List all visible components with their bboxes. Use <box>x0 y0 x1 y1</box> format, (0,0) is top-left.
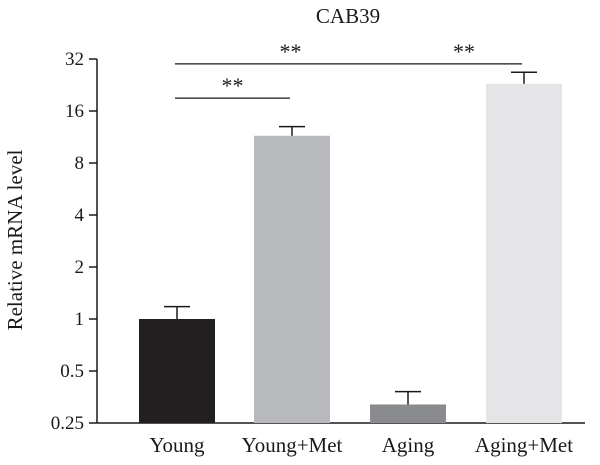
significance-label: ** <box>280 39 302 64</box>
bar <box>370 404 446 423</box>
chart-title: CAB39 <box>316 4 380 28</box>
y-tick-label: 16 <box>65 101 84 122</box>
x-tick-label: Aging+Met <box>475 433 573 457</box>
significance-brackets: ** ** ** <box>175 39 522 99</box>
error-bars <box>164 71 537 405</box>
x-tick-label: Young+Met <box>242 433 343 457</box>
y-tick-label: 4 <box>75 205 85 226</box>
bars <box>139 83 562 423</box>
bar <box>139 319 215 423</box>
y-tick-label: 1 <box>75 309 85 330</box>
x-tick-labels: Young Young+Met Aging Aging+Met <box>149 433 573 457</box>
y-tick-label: 8 <box>75 153 85 174</box>
x-tick-label: Aging <box>382 433 435 457</box>
y-tick-label: 0.25 <box>51 413 84 434</box>
bar <box>486 83 562 423</box>
y-tick-label: 32 <box>65 49 84 70</box>
y-ticks: 0.25 0.5 1 2 4 8 16 32 <box>51 49 97 434</box>
significance-label: ** <box>222 73 244 98</box>
y-axis-label: Relative mRNA level <box>3 149 27 330</box>
y-tick-label: 2 <box>75 257 85 278</box>
significance-label: ** <box>453 39 475 64</box>
bar <box>254 135 330 423</box>
x-tick-label: Young <box>149 433 205 457</box>
y-tick-label: 0.5 <box>60 361 84 382</box>
